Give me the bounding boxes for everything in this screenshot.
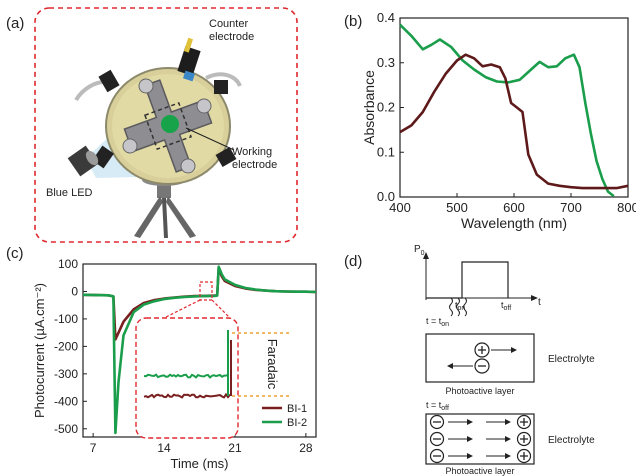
y-tick-label: -300 <box>54 367 78 381</box>
charge-separation-icon <box>429 414 532 464</box>
zoom-leader-left <box>159 299 201 321</box>
zoom-leader-right <box>211 299 233 321</box>
x-tick-label: 14 <box>157 441 171 455</box>
t-on-sub: on <box>458 305 466 312</box>
panel-c-label: (c) <box>6 245 24 262</box>
y-tick-label: 100 <box>58 257 78 271</box>
eq-on-label: t = t <box>426 316 442 326</box>
t-off-sub: off <box>504 305 512 312</box>
inset-trace-bi-1 <box>143 392 231 399</box>
eq-off-label: t = t <box>426 400 442 410</box>
photocurrent-chart: 7 14 21 28 100 0 -100 -200 -300 -400 -500 Time (ms)… <box>32 257 317 471</box>
y-tick-label: 0.4 <box>377 10 395 25</box>
svg-text:t = ton: t = ton <box>426 316 449 328</box>
counter-electrode-label-line2: electrode <box>209 31 254 43</box>
photoactive-label-on: Photoactive layer <box>445 386 514 396</box>
faradaic-label: Faradaic <box>265 339 280 390</box>
light-pulse-diagram <box>423 252 538 301</box>
x-tick-label: 28 <box>299 441 313 455</box>
x-axis-label: Time (ms) <box>170 456 228 471</box>
y-tick-label: 0 <box>71 284 78 298</box>
electrolyte-label-off: Electrolyte <box>548 435 595 446</box>
y-tick-label: -400 <box>54 394 78 408</box>
y-tick-label: -200 <box>54 339 78 353</box>
panel-a-frame <box>34 7 298 243</box>
series-line-bi-2 <box>82 265 317 435</box>
pulse-x-axis-label: t <box>538 297 541 308</box>
charge-row <box>429 431 532 447</box>
pulse-y-axis-sub: 0 <box>421 250 425 257</box>
charge-row <box>429 448 532 464</box>
working-electrode-label-line2: electrode <box>232 159 277 171</box>
blue-led-label: Blue LED <box>46 187 93 199</box>
zoom-inset <box>135 317 239 439</box>
series-line-0 <box>399 23 615 198</box>
x-tick-label: 800 <box>617 200 636 215</box>
charge-row <box>429 414 532 430</box>
panel-a-label: (a) <box>6 15 24 32</box>
panel-d: (d) P0 t ton toff t = ton <box>344 244 595 476</box>
svg-text:P0: P0 <box>414 244 425 257</box>
x-axis-label: Wavelength (nm) <box>461 215 567 231</box>
photoactive-layer-on <box>425 333 535 383</box>
electrolyte-label-on: Electrolyte <box>548 354 595 365</box>
exciton-icon <box>447 342 517 374</box>
light-wave-icon <box>449 297 467 317</box>
x-tick-label: 600 <box>503 200 525 215</box>
series-line-1 <box>399 53 629 190</box>
photoactive-label-off: Photoactive layer <box>445 466 514 476</box>
inset-trace-bi-2 <box>143 373 229 379</box>
panel-b-label: (b) <box>344 13 362 30</box>
plot-frame <box>399 17 629 198</box>
t-on-label: t <box>455 300 458 310</box>
blue-led-icon <box>67 145 99 177</box>
counter-electrode-icon <box>177 37 201 82</box>
electrochemical-cell-icon <box>92 67 237 185</box>
eq-on-sub: on <box>441 321 449 328</box>
x-tick-label: 700 <box>560 200 582 215</box>
cable-right <box>205 72 242 87</box>
svg-text:t = toff: t = toff <box>426 400 449 412</box>
eq-off-sub: off <box>441 405 449 412</box>
zoom-region-box <box>199 281 213 301</box>
y-tick-label: 0.0 <box>377 189 395 204</box>
panel-d-label: (d) <box>344 253 362 270</box>
counter-electrode-label-line1: Counter <box>209 18 248 30</box>
x-tick-label: 400 <box>389 200 411 215</box>
legend-label-bi-2: BI-2 <box>287 417 307 429</box>
working-electrode-leader <box>185 127 235 151</box>
x-tick-label: 21 <box>228 441 242 455</box>
pulse-y-axis-label: P <box>414 244 421 255</box>
y-tick-label: 0.3 <box>377 55 395 70</box>
x-tick-label: 7 <box>90 441 97 455</box>
y-tick-label: 0.1 <box>377 144 395 159</box>
svg-text:toff: toff <box>501 300 511 312</box>
y-tick-label: 0.2 <box>377 100 395 115</box>
y-axis-label: Absorbance <box>361 70 377 145</box>
absorbance-chart: 400 500 600 700 800 0.0 0.1 0.2 0.3 0.4 Wavelength… <box>361 10 636 231</box>
x-tick-label: 500 <box>446 200 468 215</box>
working-electrode-label-line1: Working <box>232 146 272 158</box>
svg-text:ton: ton <box>455 300 465 312</box>
panel-c: (c) 7 14 21 28 100 0 -100 -200 -300 -400 -500 Time … <box>6 245 317 471</box>
legend-label-bi-1: BI-1 <box>287 403 307 415</box>
y-tick-label: -500 <box>54 422 78 436</box>
y-axis-label: Photocurrent (µA.cm⁻²) <box>32 283 47 418</box>
panel-b: (b) 400 500 600 700 800 0.0 0.1 0.2 0.3 0.4 Wavele… <box>344 10 636 231</box>
y-tick-label: -100 <box>54 312 78 326</box>
panel-a: (a) <box>6 7 298 243</box>
t-off-label: t <box>501 300 504 310</box>
